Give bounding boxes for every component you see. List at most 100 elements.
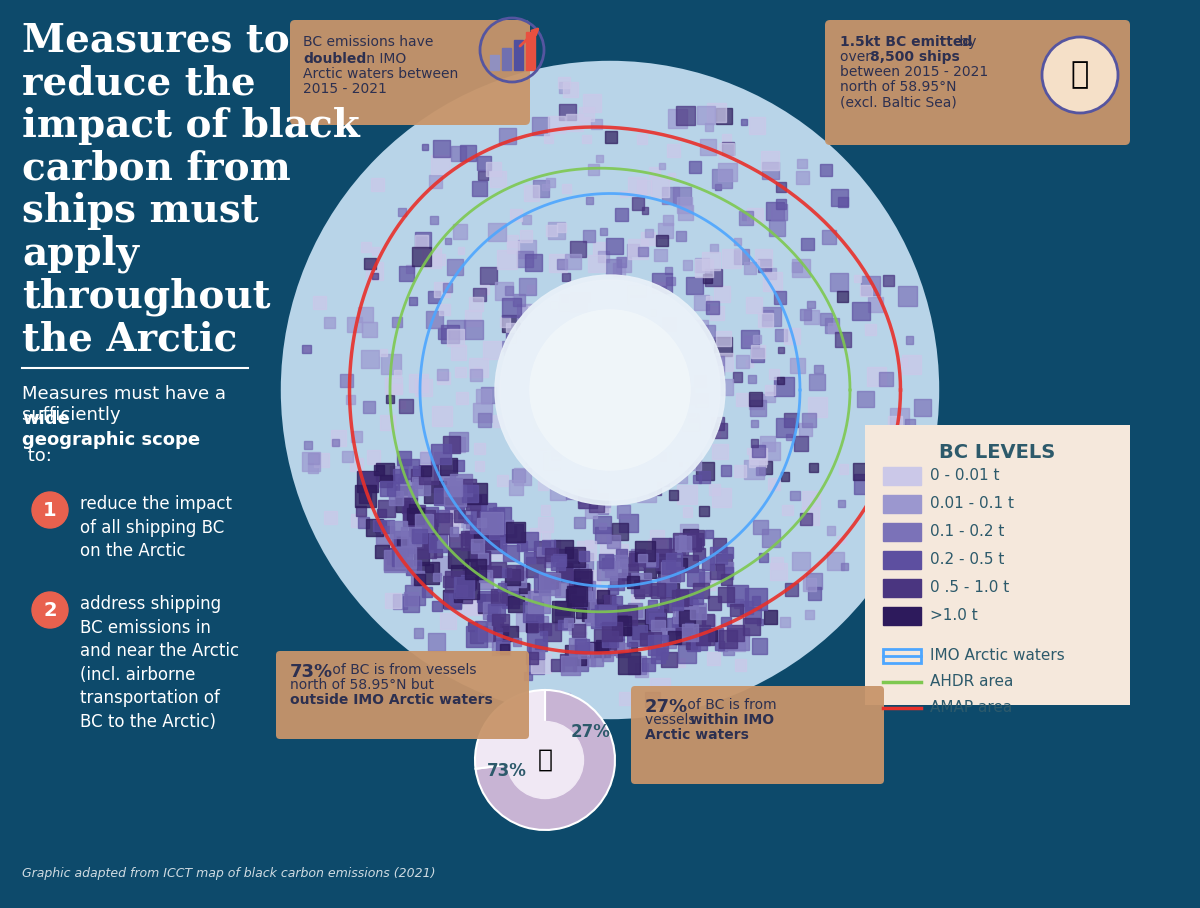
Bar [592, 493, 611, 512]
Bar [618, 573, 630, 585]
Bar [720, 574, 732, 586]
Bar [545, 548, 558, 561]
Bar [454, 577, 474, 597]
Bar [673, 601, 695, 623]
Bar [534, 540, 550, 557]
Bar [499, 594, 509, 602]
Bar [437, 369, 449, 380]
Bar [514, 469, 530, 486]
Bar [438, 328, 449, 340]
Bar [752, 260, 758, 266]
Bar [451, 438, 466, 451]
Bar [678, 205, 692, 220]
Bar [592, 397, 605, 410]
Bar [641, 381, 648, 389]
Bar [804, 578, 816, 590]
Bar [600, 462, 610, 472]
Bar [616, 257, 631, 272]
Bar [722, 643, 734, 655]
Bar [582, 384, 601, 404]
Bar [644, 692, 660, 707]
Bar [421, 451, 439, 469]
Circle shape [530, 310, 690, 470]
Bar [618, 615, 629, 625]
Bar [389, 491, 402, 505]
Bar [548, 116, 565, 133]
Bar [362, 401, 376, 413]
Bar [504, 585, 512, 593]
Bar [578, 360, 594, 377]
Bar [668, 109, 688, 128]
Bar [596, 561, 617, 580]
Bar [474, 443, 485, 454]
Bar [410, 469, 422, 481]
Bar [868, 368, 886, 387]
Bar [443, 436, 460, 453]
Bar [841, 563, 848, 570]
Bar [792, 262, 803, 272]
Bar [488, 508, 504, 524]
Bar [716, 554, 732, 570]
Bar [400, 459, 419, 479]
Bar [719, 643, 727, 651]
Bar [665, 583, 679, 597]
Text: 2: 2 [43, 600, 56, 619]
Bar [304, 346, 310, 352]
Bar [671, 467, 686, 483]
Bar [372, 273, 378, 280]
Bar [574, 481, 590, 498]
Bar [583, 230, 595, 242]
Bar [538, 480, 547, 490]
Bar [324, 318, 335, 329]
Bar [838, 197, 848, 207]
Bar [802, 238, 814, 250]
Bar [623, 328, 636, 341]
Bar [871, 541, 882, 553]
Bar [528, 306, 546, 323]
Bar [602, 558, 613, 570]
Bar [668, 490, 678, 499]
Bar [613, 629, 624, 640]
Bar [397, 451, 410, 465]
Bar [605, 353, 616, 363]
Bar [433, 573, 440, 581]
Bar [688, 319, 695, 326]
Bar [718, 163, 737, 182]
Bar [580, 477, 586, 483]
Bar [392, 594, 407, 608]
Bar [481, 503, 496, 518]
Bar [630, 295, 644, 310]
Bar [865, 324, 876, 335]
Bar [752, 335, 761, 343]
Bar [644, 566, 656, 577]
Bar [670, 538, 685, 554]
Bar [488, 222, 505, 241]
Bar [474, 367, 481, 375]
Bar [589, 345, 601, 356]
Bar [902, 355, 922, 374]
Bar [464, 482, 486, 505]
Bar [676, 620, 685, 630]
Bar [484, 340, 502, 359]
Bar [443, 282, 452, 292]
Bar [532, 117, 550, 134]
Bar [661, 562, 680, 582]
Bar [491, 626, 498, 633]
Bar [505, 323, 515, 332]
Bar [551, 450, 562, 460]
Bar [617, 257, 626, 267]
Bar [532, 654, 551, 674]
Bar [740, 331, 758, 348]
Bar [612, 262, 625, 276]
Bar [656, 554, 676, 573]
Bar [542, 452, 560, 469]
Bar [492, 637, 510, 655]
Bar [593, 516, 611, 533]
Bar [502, 581, 518, 597]
Bar [688, 629, 702, 643]
Bar [637, 181, 650, 194]
Bar [490, 171, 506, 187]
Bar [466, 496, 481, 510]
Bar [533, 597, 541, 605]
Bar [596, 353, 606, 362]
